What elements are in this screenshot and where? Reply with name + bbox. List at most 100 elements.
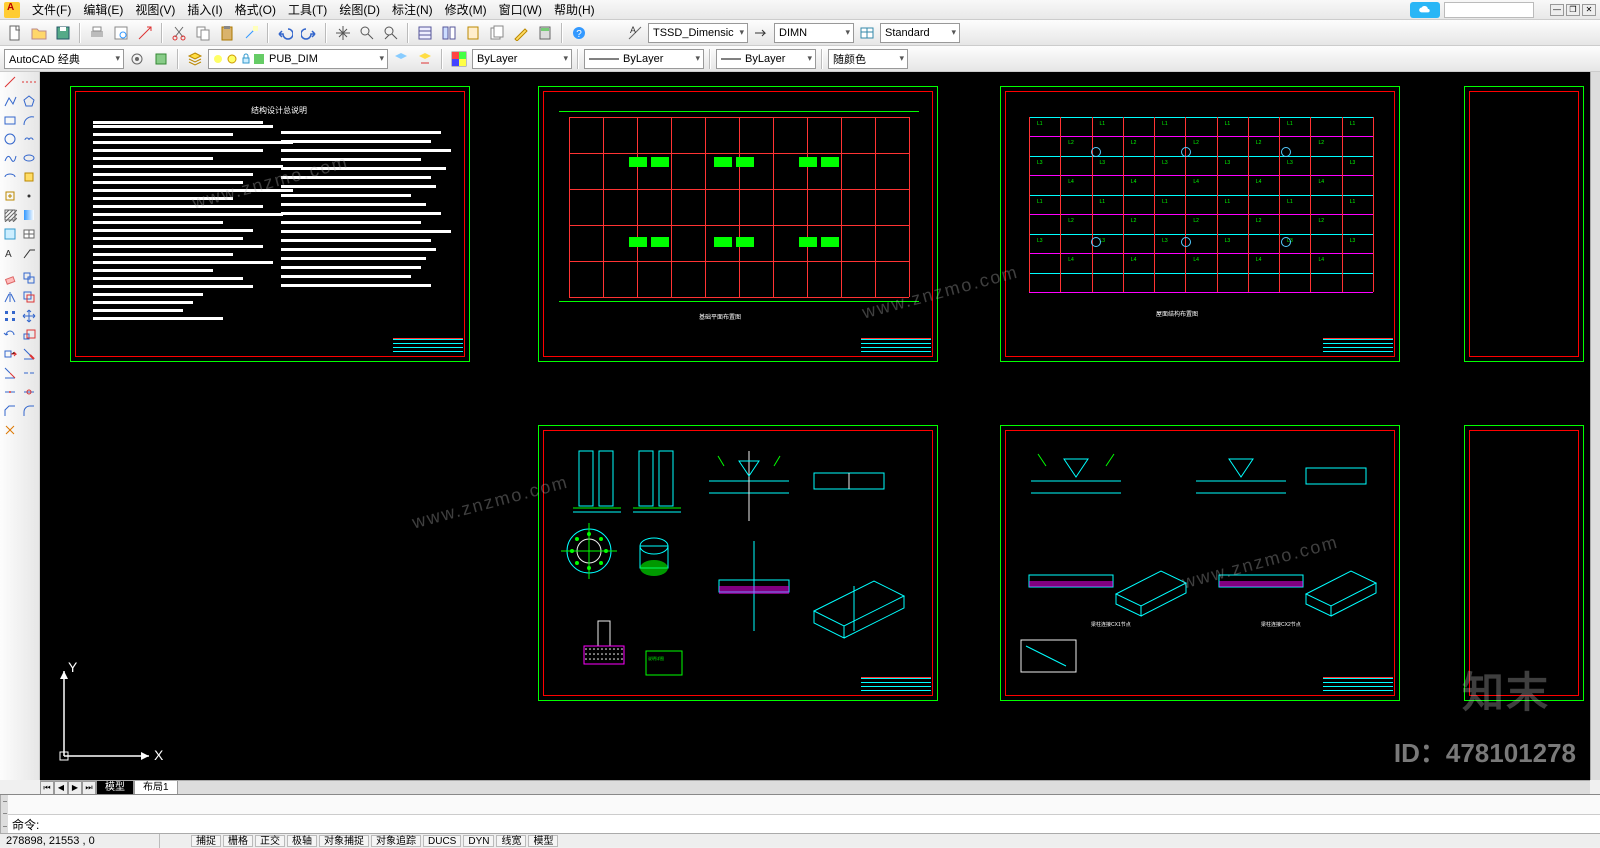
- close-button[interactable]: ✕: [1582, 4, 1596, 16]
- help-button[interactable]: ?: [568, 22, 590, 44]
- mirror-tool[interactable]: [0, 287, 19, 306]
- ws-settings-icon[interactable]: [126, 48, 148, 70]
- hatch-tool[interactable]: [0, 205, 19, 224]
- new-file-button[interactable]: [4, 22, 26, 44]
- break-tool[interactable]: [19, 363, 38, 382]
- lineweight-combo[interactable]: ByLayer: [716, 49, 816, 69]
- menu-view[interactable]: 视图(V): [129, 0, 181, 20]
- command-grip[interactable]: [0, 795, 8, 833]
- layer-match-icon[interactable]: [414, 48, 436, 70]
- menu-help[interactable]: 帮助(H): [548, 0, 601, 20]
- polar-toggle[interactable]: 极轴: [287, 835, 317, 847]
- vertical-scrollbar[interactable]: [1590, 72, 1600, 780]
- layer-prev-icon[interactable]: [390, 48, 412, 70]
- otrack-toggle[interactable]: 对象追踪: [371, 835, 421, 847]
- ws-save-icon[interactable]: [150, 48, 172, 70]
- minimize-button[interactable]: —: [1550, 4, 1564, 16]
- menu-modify[interactable]: 修改(M): [439, 0, 493, 20]
- chamfer-tool[interactable]: [0, 401, 19, 420]
- color-combo[interactable]: ByLayer: [472, 49, 572, 69]
- quickcalc-button[interactable]: [534, 22, 556, 44]
- fillet-tool[interactable]: [19, 401, 38, 420]
- ducs-toggle[interactable]: DUCS: [423, 835, 461, 847]
- layer-manager-icon[interactable]: [184, 48, 206, 70]
- mtext-tool[interactable]: A: [0, 243, 19, 262]
- dim-combo[interactable]: DIMN: [774, 23, 854, 43]
- coordinates-display[interactable]: 278898, 21553 , 0: [0, 834, 160, 848]
- menu-format[interactable]: 格式(O): [229, 0, 282, 20]
- tablestyle-combo[interactable]: Standard: [880, 23, 960, 43]
- circle-tool[interactable]: [0, 129, 19, 148]
- designcenter-button[interactable]: [438, 22, 460, 44]
- sheet-set-button[interactable]: [486, 22, 508, 44]
- cloud-button[interactable]: [1410, 2, 1440, 18]
- save-button[interactable]: [52, 22, 74, 44]
- insert-block-tool[interactable]: [19, 167, 38, 186]
- erase-tool[interactable]: [0, 268, 19, 287]
- markup-button[interactable]: [510, 22, 532, 44]
- menu-file[interactable]: 文件(F): [26, 0, 77, 20]
- properties-button[interactable]: [414, 22, 436, 44]
- snap-toggle[interactable]: 捕捉: [191, 835, 221, 847]
- line-tool[interactable]: [0, 72, 19, 91]
- lwt-toggle[interactable]: 线宽: [496, 835, 526, 847]
- plot-preview-button[interactable]: [110, 22, 132, 44]
- model-toggle[interactable]: 模型: [528, 835, 558, 847]
- menu-edit[interactable]: 编辑(E): [77, 0, 129, 20]
- tab-first-button[interactable]: ⏮: [40, 781, 54, 795]
- move-tool[interactable]: [19, 306, 38, 325]
- plotstyle-combo[interactable]: 随颜色: [828, 49, 908, 69]
- array-tool[interactable]: [0, 306, 19, 325]
- drawing-viewport[interactable]: 结构设计总说明 /*placeholder*/ 基础平面布置图 L1L1L1L1…: [40, 72, 1590, 780]
- open-file-button[interactable]: [28, 22, 50, 44]
- explode-tool[interactable]: [0, 420, 19, 439]
- menubar-search-input[interactable]: [1444, 2, 1534, 18]
- multileader-tool[interactable]: [19, 243, 38, 262]
- redo-button[interactable]: [298, 22, 320, 44]
- extend-tool[interactable]: [0, 363, 19, 382]
- linetype-combo[interactable]: ByLayer: [584, 49, 704, 69]
- offset-tool[interactable]: [19, 287, 38, 306]
- region-tool[interactable]: [0, 224, 19, 243]
- gradient-tool[interactable]: [19, 205, 38, 224]
- cut-button[interactable]: [168, 22, 190, 44]
- copy-button[interactable]: [192, 22, 214, 44]
- ellipse-tool[interactable]: [19, 148, 38, 167]
- menu-draw[interactable]: 绘图(D): [333, 0, 386, 20]
- revcloud-tool[interactable]: [19, 129, 38, 148]
- make-block-tool[interactable]: [0, 186, 19, 205]
- menu-insert[interactable]: 插入(I): [181, 0, 228, 20]
- command-input[interactable]: [39, 817, 1596, 831]
- layer-combo[interactable]: PUB_DIM: [208, 49, 388, 69]
- tool-palette-button[interactable]: [462, 22, 484, 44]
- rectangle-tool[interactable]: [0, 110, 19, 129]
- print-button[interactable]: [86, 22, 108, 44]
- table-tool[interactable]: [19, 224, 38, 243]
- pan-button[interactable]: [332, 22, 354, 44]
- grid-toggle[interactable]: 栅格: [223, 835, 253, 847]
- stretch-tool[interactable]: [0, 344, 19, 363]
- tab-prev-button[interactable]: ◀: [54, 781, 68, 795]
- ellipse-arc-tool[interactable]: [0, 167, 19, 186]
- scale-tool[interactable]: [19, 325, 38, 344]
- model-tab[interactable]: 模型: [96, 781, 134, 795]
- command-history[interactable]: [8, 795, 1600, 815]
- paste-button[interactable]: [216, 22, 238, 44]
- maximize-button[interactable]: ❐: [1566, 4, 1580, 16]
- menu-dim[interactable]: 标注(N): [386, 0, 439, 20]
- dyn-toggle[interactable]: DYN: [463, 835, 494, 847]
- rotate-tool[interactable]: [0, 325, 19, 344]
- spline-tool[interactable]: [0, 148, 19, 167]
- publish-button[interactable]: [134, 22, 156, 44]
- break-at-tool[interactable]: [0, 382, 19, 401]
- layout1-tab[interactable]: 布局1: [134, 781, 178, 795]
- copy-tool[interactable]: [19, 268, 38, 287]
- menu-window[interactable]: 窗口(W): [493, 0, 548, 20]
- osnap-toggle[interactable]: 对象捕捉: [319, 835, 369, 847]
- zoom-button[interactable]: [356, 22, 378, 44]
- menu-tools[interactable]: 工具(T): [282, 0, 333, 20]
- construction-line-tool[interactable]: [19, 72, 38, 91]
- join-tool[interactable]: [19, 382, 38, 401]
- polyline-tool[interactable]: [0, 91, 19, 110]
- tab-last-button[interactable]: ⏭: [82, 781, 96, 795]
